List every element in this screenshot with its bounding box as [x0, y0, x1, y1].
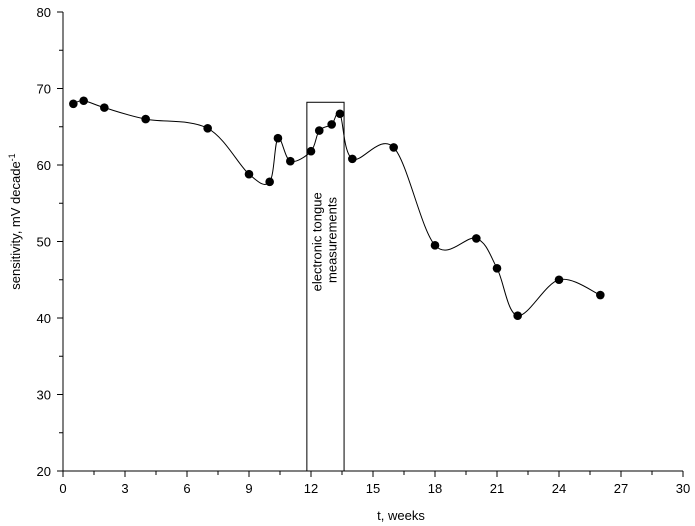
- x-tick-label: 3: [121, 481, 128, 496]
- annotation-line-2: measurements: [324, 197, 339, 283]
- electronic-tongue-measurement-box: [306, 101, 345, 472]
- x-tick-label: 9: [245, 481, 252, 496]
- data-point: [389, 143, 398, 152]
- data-point: [492, 263, 502, 273]
- y-tick-label: 40: [37, 311, 51, 326]
- y-axis-label: sensitivity, mV decade-1: [7, 153, 23, 289]
- data-point: [100, 103, 109, 112]
- data-point: [203, 123, 212, 133]
- data-point: [430, 241, 440, 250]
- x-tick-label: 21: [490, 481, 504, 496]
- axes: 20 30 40 50 60 70 80 0 3 6 9 12 15 18 21 24 27 30: [37, 5, 691, 496]
- x-tick-label: 24: [552, 481, 566, 496]
- x-tick-label: 27: [614, 481, 628, 496]
- data-points: [69, 96, 605, 321]
- y-tick-label: 80: [37, 5, 51, 20]
- data-point: [513, 311, 522, 321]
- y-tick-label: 20: [37, 464, 51, 479]
- y-tick-label: 50: [37, 235, 51, 250]
- x-tick-label: 0: [59, 481, 66, 496]
- x-tick-label: 18: [428, 481, 442, 496]
- x-tick-label: 15: [366, 481, 380, 496]
- x-tick-label: 30: [676, 481, 690, 496]
- data-point: [335, 109, 345, 119]
- y-axis-label-text: sensitivity, mV decade: [8, 161, 23, 289]
- annotation-line-1: electronic tongue: [309, 192, 324, 291]
- data-point: [314, 126, 324, 135]
- data-point: [286, 156, 295, 166]
- y-tick-label: 70: [37, 82, 51, 97]
- data-point: [472, 234, 481, 243]
- annotation-label: electronic tongue measurements: [309, 189, 339, 292]
- data-point: [79, 96, 88, 106]
- y-tick-label: 30: [37, 388, 51, 403]
- data-point: [265, 177, 274, 187]
- annotation-region: electronic tongue measurements: [306, 101, 345, 472]
- x-tick-label: 6: [183, 481, 190, 496]
- data-point: [596, 290, 605, 300]
- data-point: [348, 154, 357, 164]
- data-point: [273, 133, 283, 143]
- data-point: [69, 99, 78, 109]
- y-axis-label-superscript: -1: [7, 153, 17, 161]
- data-point: [306, 146, 316, 156]
- x-tick-label: 12: [304, 481, 318, 496]
- x-axis-label: t, weeks: [377, 508, 425, 523]
- data-point: [327, 120, 336, 129]
- data-point: [141, 114, 150, 124]
- data-point: [554, 275, 564, 285]
- data-point: [244, 169, 254, 179]
- y-tick-label: 60: [37, 158, 51, 173]
